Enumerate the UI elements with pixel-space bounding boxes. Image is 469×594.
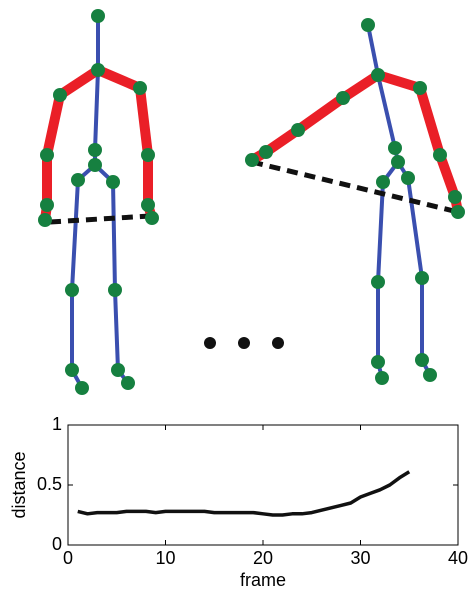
figure: frame distance 0 10 20 30 40 0 0.5 1 <box>0 0 469 594</box>
x-tick-label: 10 <box>155 548 175 568</box>
ellipsis <box>204 337 284 349</box>
y-tick-label: 0.5 <box>37 474 62 494</box>
skeleton-right <box>245 18 465 385</box>
x-tick-label: 30 <box>350 548 370 568</box>
plot-frame <box>68 425 458 545</box>
y-tick-label: 1 <box>52 414 62 434</box>
x-axis-label: frame <box>240 570 286 590</box>
x-tick-label: 20 <box>253 548 273 568</box>
data-line <box>78 472 410 515</box>
x-tick-label: 40 <box>448 548 468 568</box>
y-axis-label: distance <box>9 451 29 518</box>
y-tick-label: 0 <box>52 534 62 554</box>
x-tick-label: 0 <box>63 548 73 568</box>
skeleton-left <box>38 9 159 395</box>
